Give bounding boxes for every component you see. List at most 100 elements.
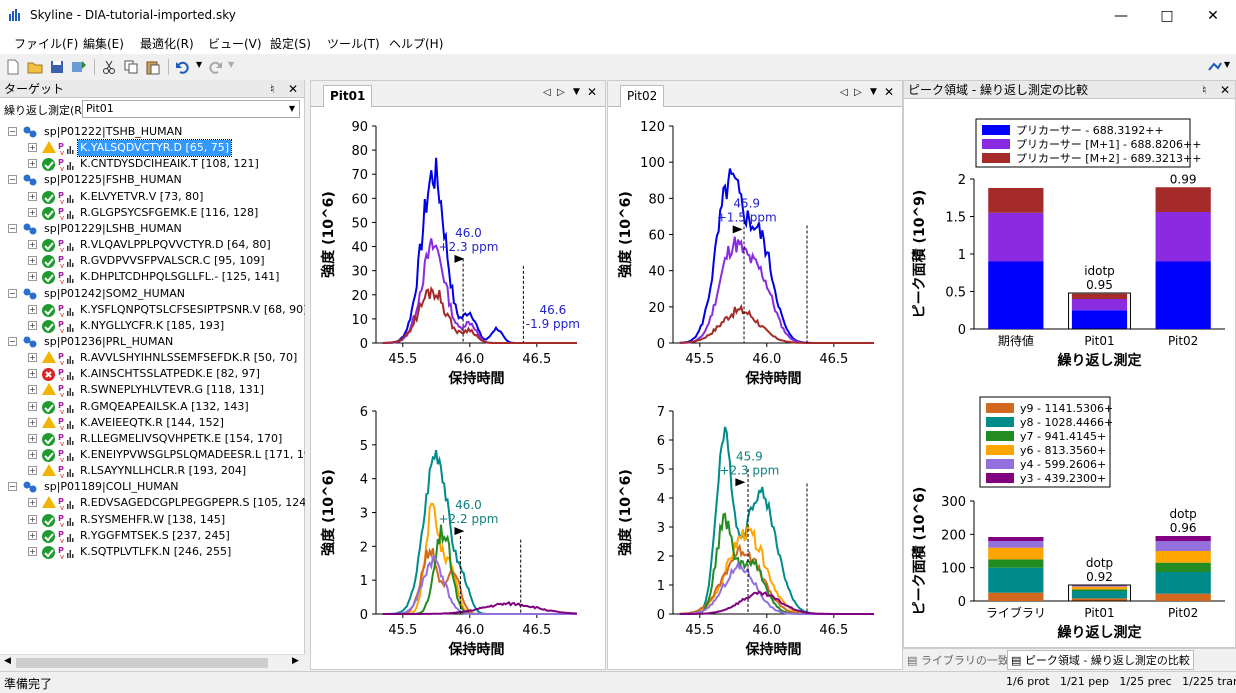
- expand-icon[interactable]: +: [28, 159, 37, 169]
- expand-icon[interactable]: +: [28, 256, 37, 266]
- bar-segment[interactable]: [988, 547, 1044, 560]
- collapse-icon[interactable]: −: [8, 336, 17, 346]
- tab-menu-icon[interactable]: ▼: [573, 87, 580, 97]
- bar-segment[interactable]: [1155, 536, 1211, 541]
- chromatogram-pit02-precursor[interactable]: 0 20 40 60 80 100 120 45.5 46.0 46.5 保持時間 強度 (10^6)…: [608, 108, 902, 398]
- bar-segment[interactable]: [1071, 598, 1128, 601]
- bar-segment[interactable]: [988, 592, 1044, 601]
- bar-segment[interactable]: [1155, 562, 1211, 572]
- tab-menu-icon[interactable]: ▼: [870, 87, 877, 97]
- bar-segment[interactable]: [988, 261, 1044, 330]
- bar-segment[interactable]: [988, 541, 1044, 548]
- collapse-icon[interactable]: −: [8, 288, 17, 298]
- expand-icon[interactable]: +: [28, 433, 37, 443]
- paste-icon[interactable]: [144, 58, 162, 76]
- chromatogram-pit01-precursor[interactable]: 0 10 20 30 40 50 60 70 80 90 45.5 46.0 46.5 保持時間 強度 (1…: [311, 108, 605, 398]
- menu-view[interactable]: ビュー(V): [208, 37, 262, 51]
- protein-node[interactable]: − sp|P01229|LSHB_HUMAN: [0, 221, 305, 237]
- menu-settings[interactable]: 設定(S): [270, 37, 311, 51]
- minimize-icon[interactable]: —: [1114, 8, 1128, 24]
- tab-peak-area[interactable]: ▤ ピーク領域 - 繰り返し測定の比較: [1007, 650, 1194, 670]
- protein-node[interactable]: − sp|P01242|SOM2_HUMAN: [0, 286, 305, 302]
- bar-segment[interactable]: [1155, 212, 1211, 262]
- bar-segment[interactable]: [1155, 551, 1211, 563]
- tab-prev-icon[interactable]: ◁: [840, 87, 848, 98]
- collapse-icon[interactable]: −: [8, 127, 17, 136]
- tree-horizontal-scrollbar[interactable]: ◀ ▶: [0, 654, 305, 670]
- scroll-right-icon[interactable]: ▶: [292, 656, 299, 666]
- scroll-left-icon[interactable]: ◀: [4, 656, 11, 666]
- tab-next-icon[interactable]: ▷: [557, 87, 565, 98]
- open-folder-icon[interactable]: [26, 58, 44, 76]
- targets-close-icon[interactable]: ✕: [288, 82, 299, 96]
- bar-segment[interactable]: [1155, 541, 1211, 551]
- save-icon[interactable]: [48, 58, 66, 76]
- protein-node[interactable]: − sp|P01225|FSHB_HUMAN: [0, 172, 305, 188]
- close-icon[interactable]: ✕: [1207, 8, 1219, 24]
- expand-icon[interactable]: +: [28, 385, 37, 395]
- bar-segment[interactable]: [1071, 589, 1128, 591]
- tab-pit01[interactable]: Pit01: [323, 85, 373, 107]
- bar-segment[interactable]: [988, 537, 1044, 541]
- menu-tools[interactable]: ツール(T): [327, 37, 380, 51]
- tab-pit02[interactable]: Pit02: [620, 85, 665, 107]
- peak-area-close-icon[interactable]: ✕: [1220, 83, 1231, 97]
- expand-icon[interactable]: +: [28, 417, 37, 427]
- undo-dropdown-icon[interactable]: ▼: [196, 60, 203, 69]
- expand-icon[interactable]: +: [28, 320, 37, 330]
- redo-dropdown-icon[interactable]: ▼: [228, 60, 235, 69]
- collapse-icon[interactable]: −: [8, 482, 17, 492]
- tab-next-icon[interactable]: ▷: [854, 87, 862, 98]
- menu-refine[interactable]: 最適化(R): [140, 37, 194, 51]
- menu-edit[interactable]: 編集(E): [83, 37, 124, 51]
- expand-icon[interactable]: +: [28, 191, 37, 201]
- pit02-close-icon[interactable]: ✕: [884, 85, 895, 99]
- bar-segment[interactable]: [1071, 586, 1128, 590]
- integrate-icon[interactable]: [1206, 58, 1224, 76]
- cut-icon[interactable]: [100, 58, 118, 76]
- bar-segment[interactable]: [988, 212, 1044, 262]
- replicate-select[interactable]: Pit01 ▼: [82, 100, 300, 118]
- new-file-icon[interactable]: [4, 58, 22, 76]
- expand-icon[interactable]: +: [28, 143, 37, 153]
- expand-icon[interactable]: +: [28, 530, 37, 540]
- expand-icon[interactable]: +: [28, 401, 37, 411]
- bar-segment[interactable]: [1155, 187, 1211, 212]
- bar-segment[interactable]: [988, 188, 1044, 213]
- expand-icon[interactable]: +: [28, 304, 37, 314]
- protein-node[interactable]: − sp|P01236|PRL_HUMAN: [0, 334, 305, 350]
- expand-icon[interactable]: +: [28, 207, 37, 217]
- tab-library-match[interactable]: ▤ ライブラリの一致: [907, 652, 1009, 668]
- bar-segment[interactable]: [1071, 293, 1128, 299]
- tab-prev-icon[interactable]: ◁: [543, 87, 551, 98]
- undo-icon[interactable]: [174, 58, 192, 76]
- bar-segment[interactable]: [988, 567, 1044, 593]
- protein-node[interactable]: − sp|P01189|COLI_HUMAN: [0, 479, 305, 495]
- bar-segment[interactable]: [1071, 310, 1128, 329]
- expand-icon[interactable]: +: [28, 450, 37, 459]
- protein-node[interactable]: − sp|P01222|TSHB_HUMAN: [0, 124, 305, 140]
- expand-icon[interactable]: +: [28, 514, 37, 524]
- expand-icon[interactable]: +: [28, 466, 37, 476]
- menu-help[interactable]: ヘルプ(H): [389, 37, 444, 51]
- bar-segment[interactable]: [988, 559, 1044, 568]
- bar-segment[interactable]: [1155, 572, 1211, 594]
- expand-icon[interactable]: +: [28, 272, 37, 282]
- maximize-icon[interactable]: □: [1160, 8, 1174, 24]
